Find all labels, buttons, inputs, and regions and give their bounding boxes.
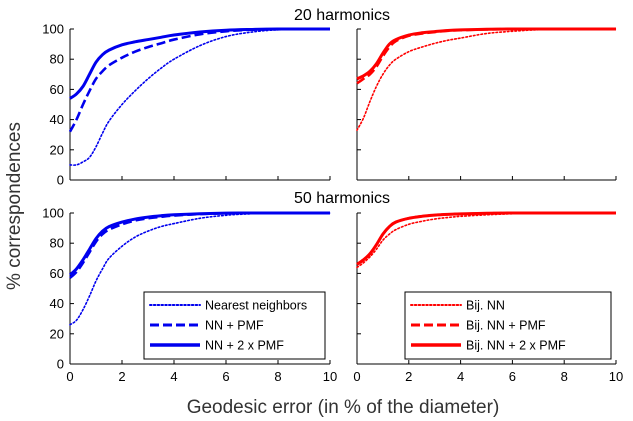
series-line-solid <box>356 211 616 266</box>
series-line-dashed <box>69 211 330 279</box>
x-tick-label: 10 <box>609 369 623 384</box>
series-line-dashed <box>68 27 331 133</box>
y-tick-label: 60 <box>50 266 64 281</box>
y-tick-label: 80 <box>50 236 64 251</box>
row-title-50-harmonics: 50 harmonics <box>294 190 390 207</box>
x-tick-label: 2 <box>118 369 125 384</box>
legend-label: Nearest neighbors <box>205 299 307 313</box>
x-axis-title: Geodesic error (in % of the diameter) <box>187 397 500 418</box>
legend-label: Bij. NN + PMF <box>466 319 546 333</box>
y-tick-label: 80 <box>50 52 64 67</box>
y-tick-label: 100 <box>42 22 64 37</box>
series-line-solid <box>69 27 330 100</box>
row-title-20-harmonics: 20 harmonics <box>294 7 390 24</box>
x-tick-label: 8 <box>561 369 568 384</box>
x-tick-label: 8 <box>274 369 281 384</box>
legend-box <box>143 291 326 360</box>
series-line-dotted <box>69 28 331 166</box>
y-tick-label: 100 <box>42 206 64 221</box>
x-tick-label: 0 <box>66 369 73 384</box>
x-tick-label: 2 <box>405 369 412 384</box>
y-tick-label: 40 <box>50 296 64 311</box>
panel-top-left: 0 20 40 60 80 100 <box>42 22 331 188</box>
x-tick-label: 6 <box>222 369 229 384</box>
y-axis-title: % correspondences <box>4 122 25 290</box>
y-tick-label: 0 <box>57 357 64 372</box>
legend: Bij. NN Bij. NN + PMF Bij. NN + 2 x PMF <box>404 291 612 360</box>
x-tick-label: 4 <box>170 369 177 384</box>
series-line-dotted <box>356 28 617 131</box>
panel-top-right <box>356 27 617 181</box>
y-tick-label: 40 <box>50 112 64 127</box>
y-tick-label: 20 <box>50 142 64 157</box>
x-tick-label: 4 <box>457 369 464 384</box>
series-line-dashed <box>356 27 616 85</box>
series-line-solid <box>356 27 616 81</box>
y-tick-label: 60 <box>50 82 64 97</box>
legend-label: NN + 2 x PMF <box>205 339 284 353</box>
panel-bottom-left: 0 20 40 60 80 100 0 2 4 6 8 10 <box>42 206 337 385</box>
legend: Nearest neighbors NN + PMF NN + 2 x PMF <box>143 291 326 360</box>
y-tick-label: 20 <box>50 326 64 341</box>
x-tick-label: 10 <box>323 369 337 384</box>
y-tick-label: 0 <box>57 173 64 188</box>
panel-bottom-right: 0 2 4 6 8 10 <box>353 211 623 384</box>
x-tick-label: 6 <box>509 369 516 384</box>
legend-label: NN + PMF <box>205 319 264 333</box>
series-line-solid <box>68 211 330 277</box>
x-tick-label: 0 <box>353 369 360 384</box>
legend-label: Bij. NN <box>466 299 505 313</box>
legend-label: Bij. NN + 2 x PMF <box>466 339 566 353</box>
